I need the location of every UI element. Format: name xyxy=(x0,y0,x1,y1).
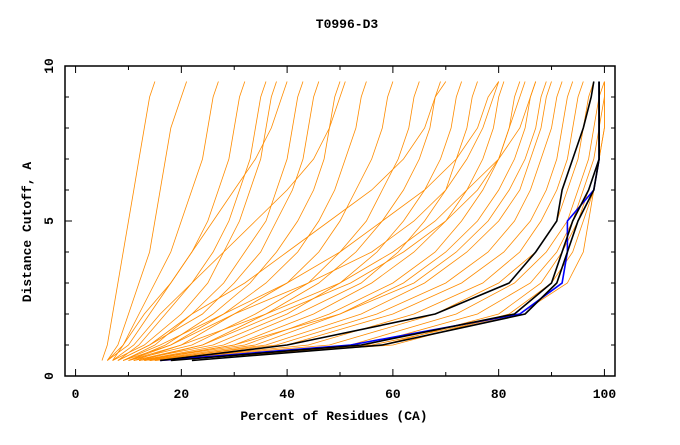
series-line-model-27 xyxy=(160,81,605,361)
x-tick-label: 20 xyxy=(174,387,190,402)
y-tick-label: 10 xyxy=(42,58,57,74)
series-line-model-3 xyxy=(107,81,246,361)
x-tick-label: 100 xyxy=(593,387,617,402)
series-line-model-29 xyxy=(128,81,537,361)
series-line-model-18 xyxy=(149,81,552,361)
series-line-highlight-1-37 xyxy=(160,81,595,362)
series-line-model-1 xyxy=(106,81,187,361)
series-line-model-30 xyxy=(123,81,500,361)
series-line-model-16 xyxy=(138,81,521,361)
x-tick-label: 60 xyxy=(385,387,401,402)
series-line-model-13 xyxy=(133,81,462,361)
x-axis-label: Percent of Residues (CA) xyxy=(240,409,427,424)
series-line-model-9 xyxy=(123,81,367,361)
series-line-model-14 xyxy=(138,81,478,361)
series-line-model-21 xyxy=(154,81,584,361)
series-line-model-28 xyxy=(138,81,547,361)
series-line-model-5 xyxy=(112,81,277,361)
series-line-model-10 xyxy=(133,81,394,361)
series-line-model-31 xyxy=(133,81,526,361)
axis-layer: 0 20 40 60 80 100 0 5 10 xyxy=(42,58,616,402)
series-line-model-2 xyxy=(112,81,219,361)
series-line-model-17 xyxy=(144,81,537,361)
series-line-model-4 xyxy=(117,81,267,361)
series-line-model-0 xyxy=(101,81,156,361)
x-tick-label: 40 xyxy=(279,387,295,402)
y-axis-label: Distance Cutoff, A xyxy=(20,162,35,303)
x-tick-label: 80 xyxy=(491,387,507,402)
series-line-model-11 xyxy=(128,81,420,361)
series-line-model-33 xyxy=(128,81,500,361)
x-tick-label: 0 xyxy=(72,387,80,402)
series-line-model-6 xyxy=(123,81,304,361)
series-line-highlight-3-39 xyxy=(170,81,600,362)
y-tick-label: 5 xyxy=(42,217,57,225)
series-layer xyxy=(101,81,605,362)
series-line-model-26 xyxy=(165,81,605,361)
series-line-model-35 xyxy=(112,81,346,361)
series-line-model-20 xyxy=(149,81,574,361)
series-line-model-12 xyxy=(138,81,441,361)
series-line-model-7 xyxy=(117,81,320,361)
chart-title: T0996-D3 xyxy=(316,17,379,32)
series-line-model-8 xyxy=(128,81,341,361)
y-tick-label: 0 xyxy=(42,372,57,380)
plot-border xyxy=(64,65,616,377)
series-line-model-34 xyxy=(107,81,288,361)
series-line-model-32 xyxy=(117,81,447,361)
series-line-model-19 xyxy=(144,81,563,361)
